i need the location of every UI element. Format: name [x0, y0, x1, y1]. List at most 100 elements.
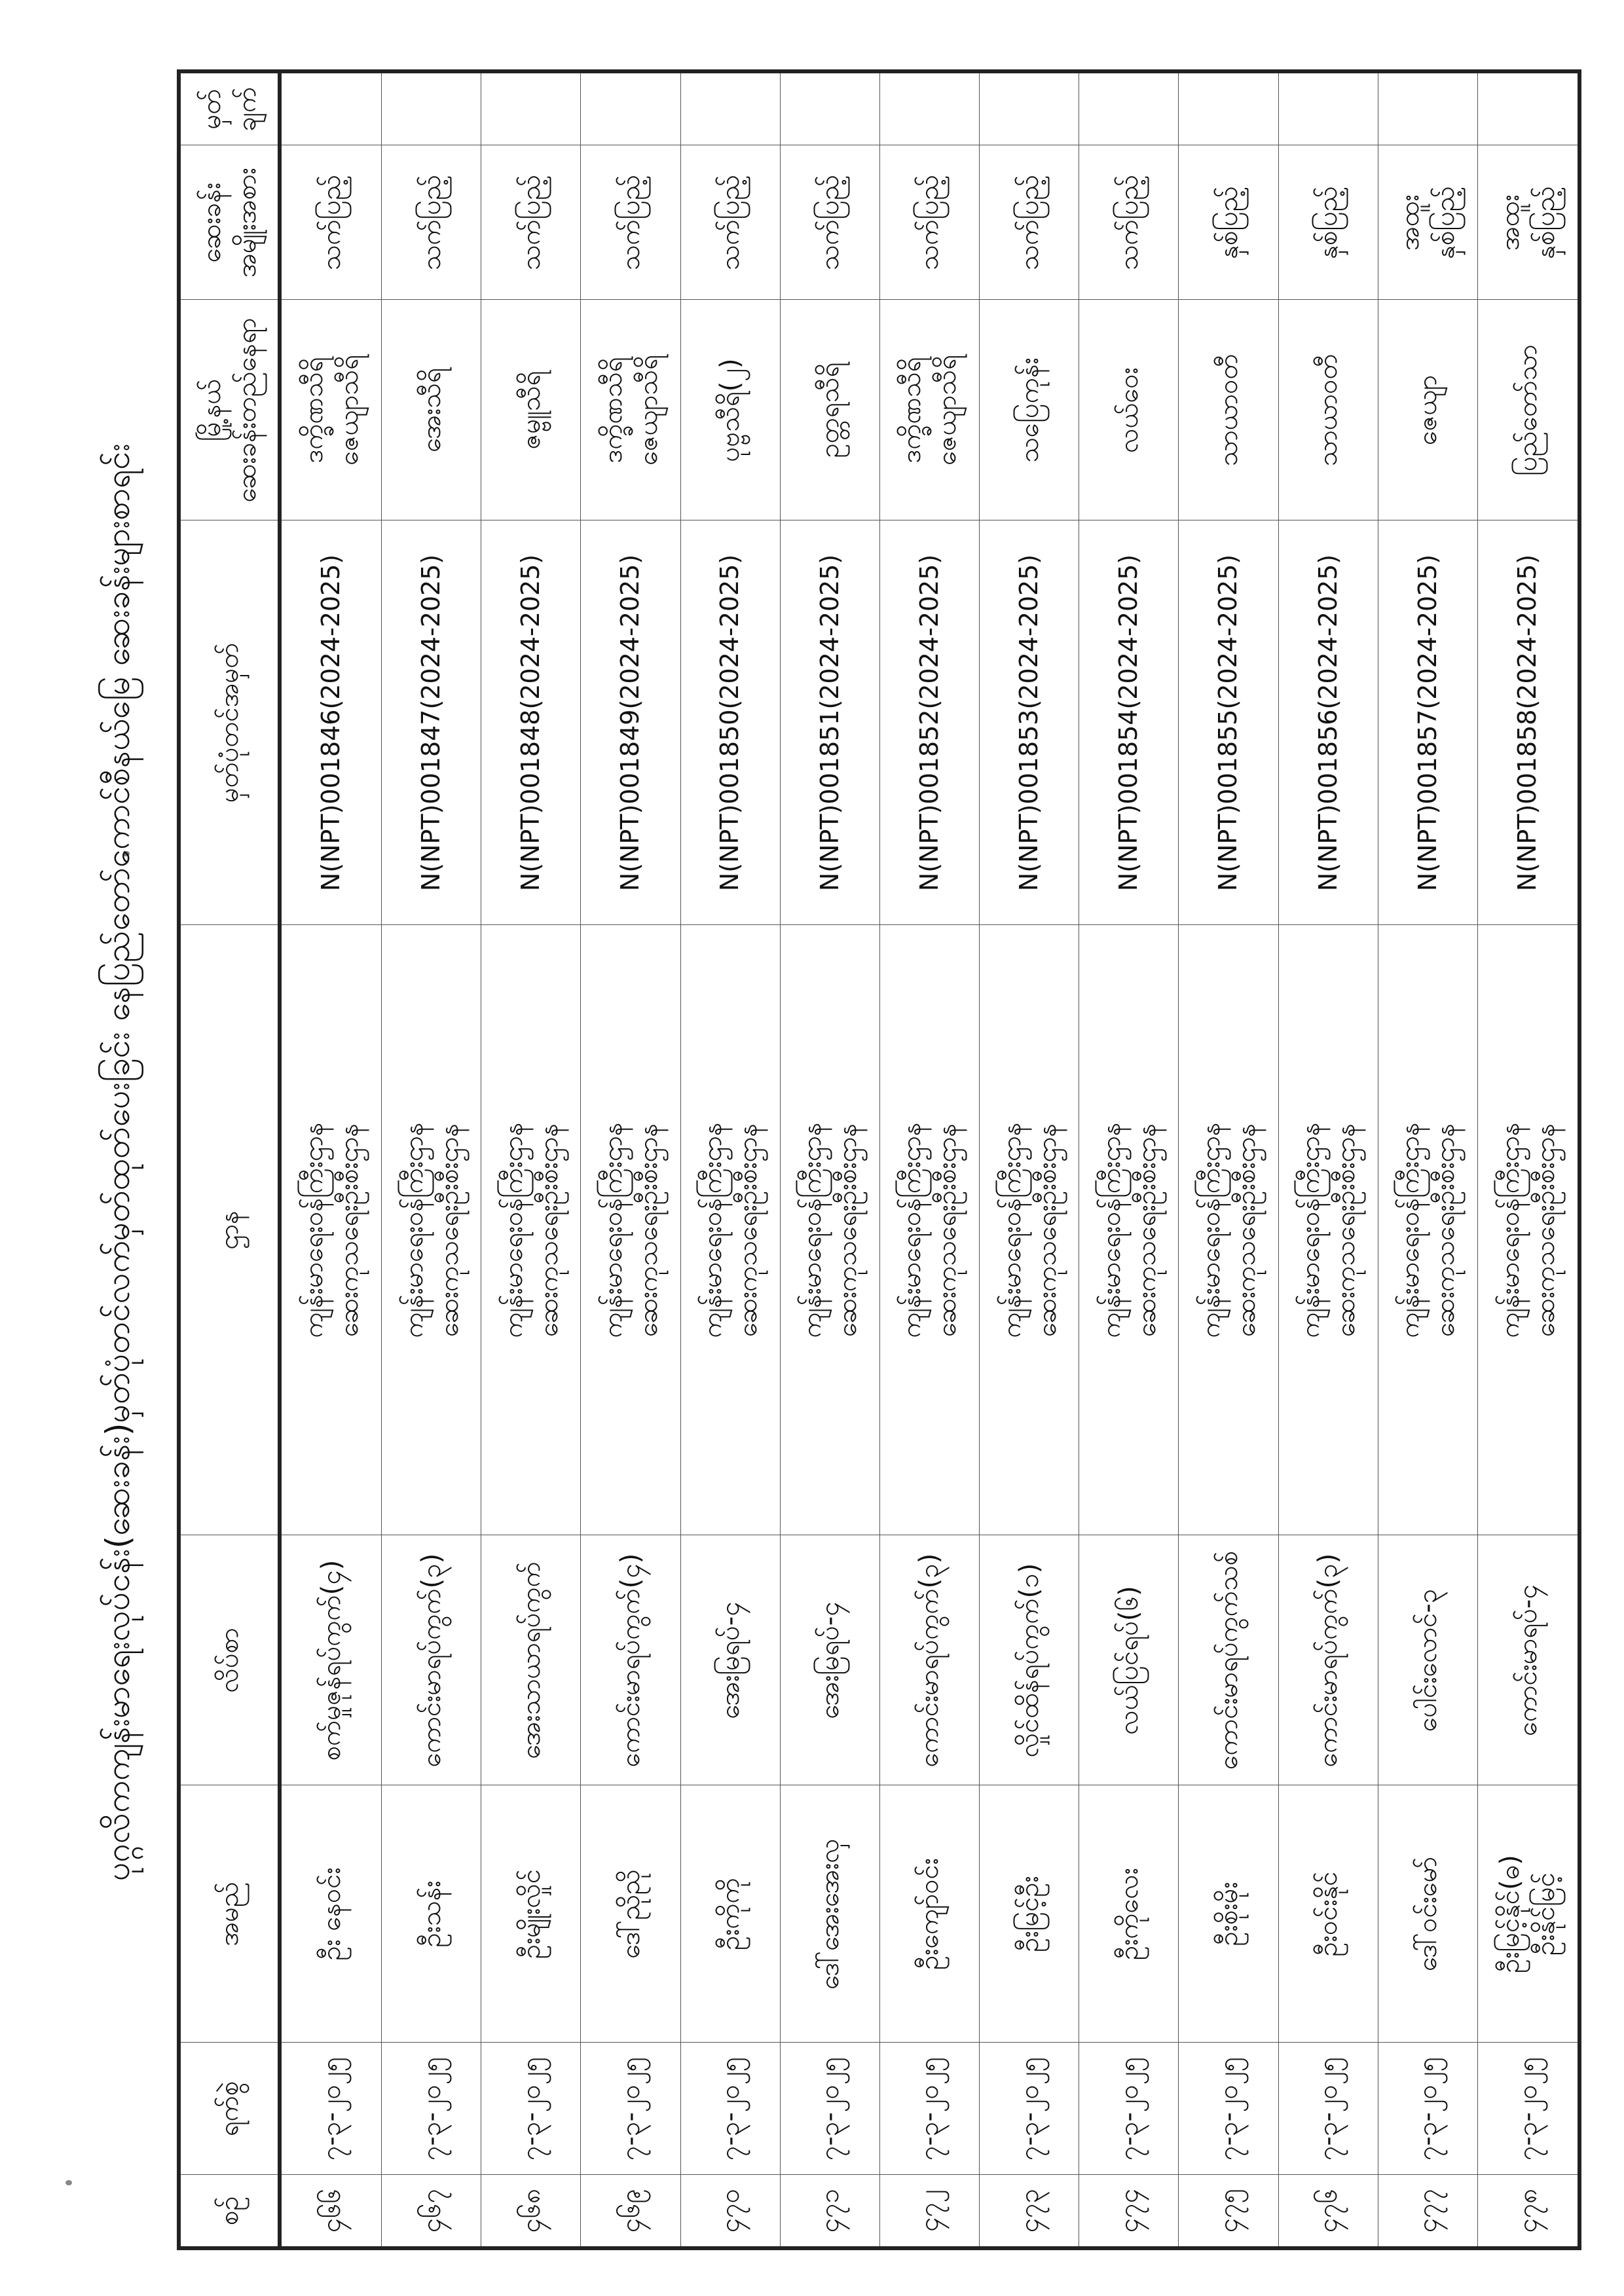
row-number: ၄၆၆	[280, 2175, 382, 2248]
row-registration-number: N(NPT)001854(2024-2025)	[1079, 520, 1179, 925]
row-clinic-type: သက်ပြည့်	[879, 145, 980, 300]
row-department: ကျန်းမာရေးဝန်ကြီးဌာန ဆေးကုသရေးဦးစီးဌာန	[879, 925, 980, 1535]
table-row: ၄၇၀ ၇-၃-၂၀၂၅ ဦးကိုကို အေးမြရပ်-၄ ကျန်းမာရေးဝ…	[680, 71, 781, 2248]
table-row: ၄၇၄ ၇-၃-၂၀၂၅ ဦးကိုလေး လယ်ပြင်ရပ်(၆) ကျန်းမာရ…	[1079, 71, 1179, 2248]
row-clinic-type: သက်ပြည့်	[580, 145, 680, 300]
row-department: ကျန်းမာရေးဝန်ကြီးဌာန ဆေးကုသရေးဦးစီးဌာန	[1079, 925, 1179, 1535]
row-date: ၇-၃-၂၀၂၅	[879, 2043, 980, 2175]
row-address: လယ်ပြင်ရပ်(၆)	[1079, 1535, 1179, 1785]
header-date: ရက်စွဲ	[179, 2043, 280, 2175]
header-remark: မှတ် ချက်	[179, 71, 280, 145]
table-row: ၄၇၅ ၇-၃-၂၀၂၅ ဦးစိုးမိုး ကောင်းမာရပ်ကွက်သစ်က…	[1178, 71, 1279, 2248]
table-row: ၄၇၂ ၇-၃-၂၀၂၅ ဦးကျော်ဝင်း ကောင်းမာရပ်ကွက်(၃)…	[879, 71, 980, 2248]
row-name: ဦးမျိုးလှိုင်	[481, 1785, 581, 2043]
row-number: ၄၆၉	[580, 2175, 680, 2248]
header-registration-number: မှတ်ပုံတင်အမှတ်	[179, 520, 280, 925]
row-number: ၄၇၇	[1378, 2175, 1478, 2248]
row-township: ဒက္ခိဏသီရိ ဇေယျာသီရိ	[580, 300, 680, 520]
row-name: ဒေါ်ဝင်းမော်	[1378, 1785, 1478, 2043]
row-number: ၄၇၄	[1079, 2175, 1179, 2248]
row-remark	[680, 71, 781, 145]
table-row: ၄၇၇ ၇-၃-၂၀၂၅ ဒေါ်ဝင်းမော် ပေါင်းလောင်-၃ ကျန်…	[1378, 71, 1478, 2248]
table-row: ၄၆၈ ၇-၃-၂၀၂၅ ဦးမျိုးလှိုင် အေးသာယာရပ်ကွက် ကျ…	[481, 71, 581, 2248]
document-title: ပုဂ္ဂလိကကျန်းမာရေးလုပ်ငန်း(ဆေးခန်း)မှတ်ပ…	[98, 443, 137, 1882]
row-department: ကျန်းမာရေးဝန်ကြီးဌာန ဆေးကုသရေးဦးစီးဌာန	[1278, 925, 1378, 1535]
row-department: ကျန်းမာရေးဝန်ကြီးဌာန ဆေးကုသရေးဦးစီးဌာန	[979, 925, 1079, 1535]
row-address: အေးမြရပ်-၄	[780, 1535, 880, 1785]
row-name: ဦးကျော်ဝင်း	[879, 1785, 980, 2043]
row-remark	[1378, 71, 1478, 145]
row-registration-number: N(NPT)001858(2024-2025)	[1477, 520, 1579, 925]
row-clinic-type: အထူး နှစ်ပြည့်	[1477, 145, 1579, 300]
row-remark	[1079, 71, 1179, 145]
row-department: ကျန်းမာရေးဝန်ကြီးဌာန ဆေးကုသရေးဦးစီးဌာန	[381, 925, 481, 1535]
row-clinic-type: သက်ပြည့်	[780, 145, 880, 300]
row-township: သပြေကုန်း	[979, 300, 1079, 520]
row-date: ၇-၃-၂၀၂၅	[1477, 2043, 1579, 2175]
row-number: ၄၆၈	[481, 2175, 581, 2248]
header-clinic-type: ဆေးခန်း အမျိုးအစား	[179, 145, 280, 300]
row-name: ဦး နေဝင်း	[280, 1785, 382, 2043]
header-no: စဉ်	[179, 2175, 280, 2248]
row-number: ၄၇၀	[680, 2175, 781, 2248]
row-clinic-type: အထူး နှစ်ပြည့်	[1378, 145, 1478, 300]
row-remark	[381, 71, 481, 145]
row-date: ၇-၃-၂၀၂၅	[481, 2043, 581, 2175]
row-department: ကျန်းမာရေးဝန်ကြီးဌာန ဆေးကုသရေးဦးစီးဌာန	[280, 925, 382, 1535]
row-number: ၄၇၈	[1477, 2175, 1579, 2248]
row-township: ဇေယျာ	[1378, 300, 1478, 520]
row-remark	[879, 71, 980, 145]
row-date: ၇-၃-၂၀၂၅	[1178, 2043, 1279, 2175]
row-name: ဒေါ်အေးအေးလှ	[780, 1785, 880, 2043]
row-number: ၄၇၁	[780, 2175, 880, 2248]
row-department: ကျန်းမာရေးဝန်ကြီးဌာန ဆေးကုသရေးဦးစီးဌာန	[580, 925, 680, 1535]
row-registration-number: N(NPT)001847(2024-2025)	[381, 520, 481, 925]
row-address: အေးမြရပ်-၄	[680, 1535, 781, 1785]
row-township: အေးသီရိ	[381, 300, 481, 520]
row-township: ပုဗ္ဗသီရိ(၂)	[680, 300, 781, 520]
row-township: ပြည်တော်သာ	[1477, 300, 1579, 520]
row-address: ကောင်းမာရပ်ကွက်(၃)	[381, 1535, 481, 1785]
row-name: ဒေါ်ညိုညို	[580, 1785, 680, 2043]
header-address: လိပ်စာ	[179, 1535, 280, 1785]
row-registration-number: N(NPT)001852(2024-2025)	[879, 520, 980, 925]
row-remark	[1477, 71, 1579, 145]
header-township: မြို့နယ် ဆေးခန်းတည်နေရာ	[179, 300, 280, 520]
row-number: ၄၇၆	[1278, 2175, 1378, 2248]
row-registration-number: N(NPT)001851(2024-2025)	[780, 520, 880, 925]
table-row: ၄၇၁ ၇-၃-၂၀၂၅ ဒေါ်အေးအေးလှ အေးမြရပ်-၄ ကျန်းမာ…	[780, 71, 880, 2248]
row-township: လယ်ဝေး	[1079, 300, 1179, 520]
row-department: ကျန်းမာရေးဝန်ကြီးဌာန ဆေးကုသရေးဦးစီးဌာန	[1378, 925, 1478, 1535]
row-address: ကောင်းမာရပ်ကွက်(၄)	[580, 1535, 680, 1785]
row-date: ၇-၃-၂၀၂၅	[280, 2043, 382, 2175]
row-clinic-type: သက်ပြည့်	[381, 145, 481, 300]
row-township: ဥတ္တရသီရိ	[780, 300, 880, 520]
row-township: ဒက္ခိဏသီရိ ဇေယျာသီရိ	[280, 300, 382, 520]
row-name: ဦးမြင့်ဦး	[979, 1785, 1079, 2043]
row-date: ၇-၃-၂၀၂၅	[979, 2043, 1079, 2175]
row-clinic-type: သက်ပြည့်	[979, 145, 1079, 300]
row-name: ဦးဝင်းနိုင်	[1278, 1785, 1378, 2043]
clinic-register-table: စဉ် ရက်စွဲ အမည် လိပ်စာ ဌာန မှတ်ပုံတင်အမှ…	[177, 69, 1581, 2250]
row-name: ဦးကိုကို	[680, 1785, 781, 2043]
row-number: ၄၆၇	[381, 2175, 481, 2248]
header-department: ဌာန	[179, 925, 280, 1535]
row-registration-number: N(NPT)001850(2024-2025)	[680, 520, 781, 925]
row-department: ကျန်းမာရေးဝန်ကြီးဌာန ဆေးကုသရေးဦးစီးဌာန	[680, 925, 781, 1535]
row-registration-number: N(NPT)001853(2024-2025)	[979, 520, 1079, 925]
row-name: ဦးသန်း	[381, 1785, 481, 2043]
row-remark	[580, 71, 680, 145]
row-address: ပေါင်းလောင်-၃	[1378, 1535, 1478, 1785]
row-township: သာယာဝတီ	[1178, 300, 1279, 520]
header-name: အမည်	[179, 1785, 280, 2043]
row-department: ကျန်းမာရေးဝန်ကြီးဌာန ဆေးကုသရေးဦးစီးဌာန	[481, 925, 581, 1535]
header-row: စဉ် ရက်စွဲ အမည် လိပ်စာ ဌာန မှတ်ပုံတင်အမှ…	[179, 71, 280, 2248]
row-number: ၄၇၂	[879, 2175, 980, 2248]
row-registration-number: N(NPT)001846(2024-2025)	[280, 520, 382, 925]
row-number: ၄၇၃	[979, 2175, 1079, 2248]
row-township: ဒက္ခိဏသီရိ ဇေယျာသီရိ	[879, 300, 980, 520]
table-row: ၄၆၆ ၇-၃-၂၀၂၅ ဦး နေဝင်း စက်မှုဇုန်ရပ်ကွက်(၄)…	[280, 71, 382, 2248]
scan-speck	[123, 851, 130, 856]
row-name: ဦးစိုးမိုး	[1178, 1785, 1279, 2043]
row-registration-number: N(NPT)001848(2024-2025)	[481, 520, 581, 925]
